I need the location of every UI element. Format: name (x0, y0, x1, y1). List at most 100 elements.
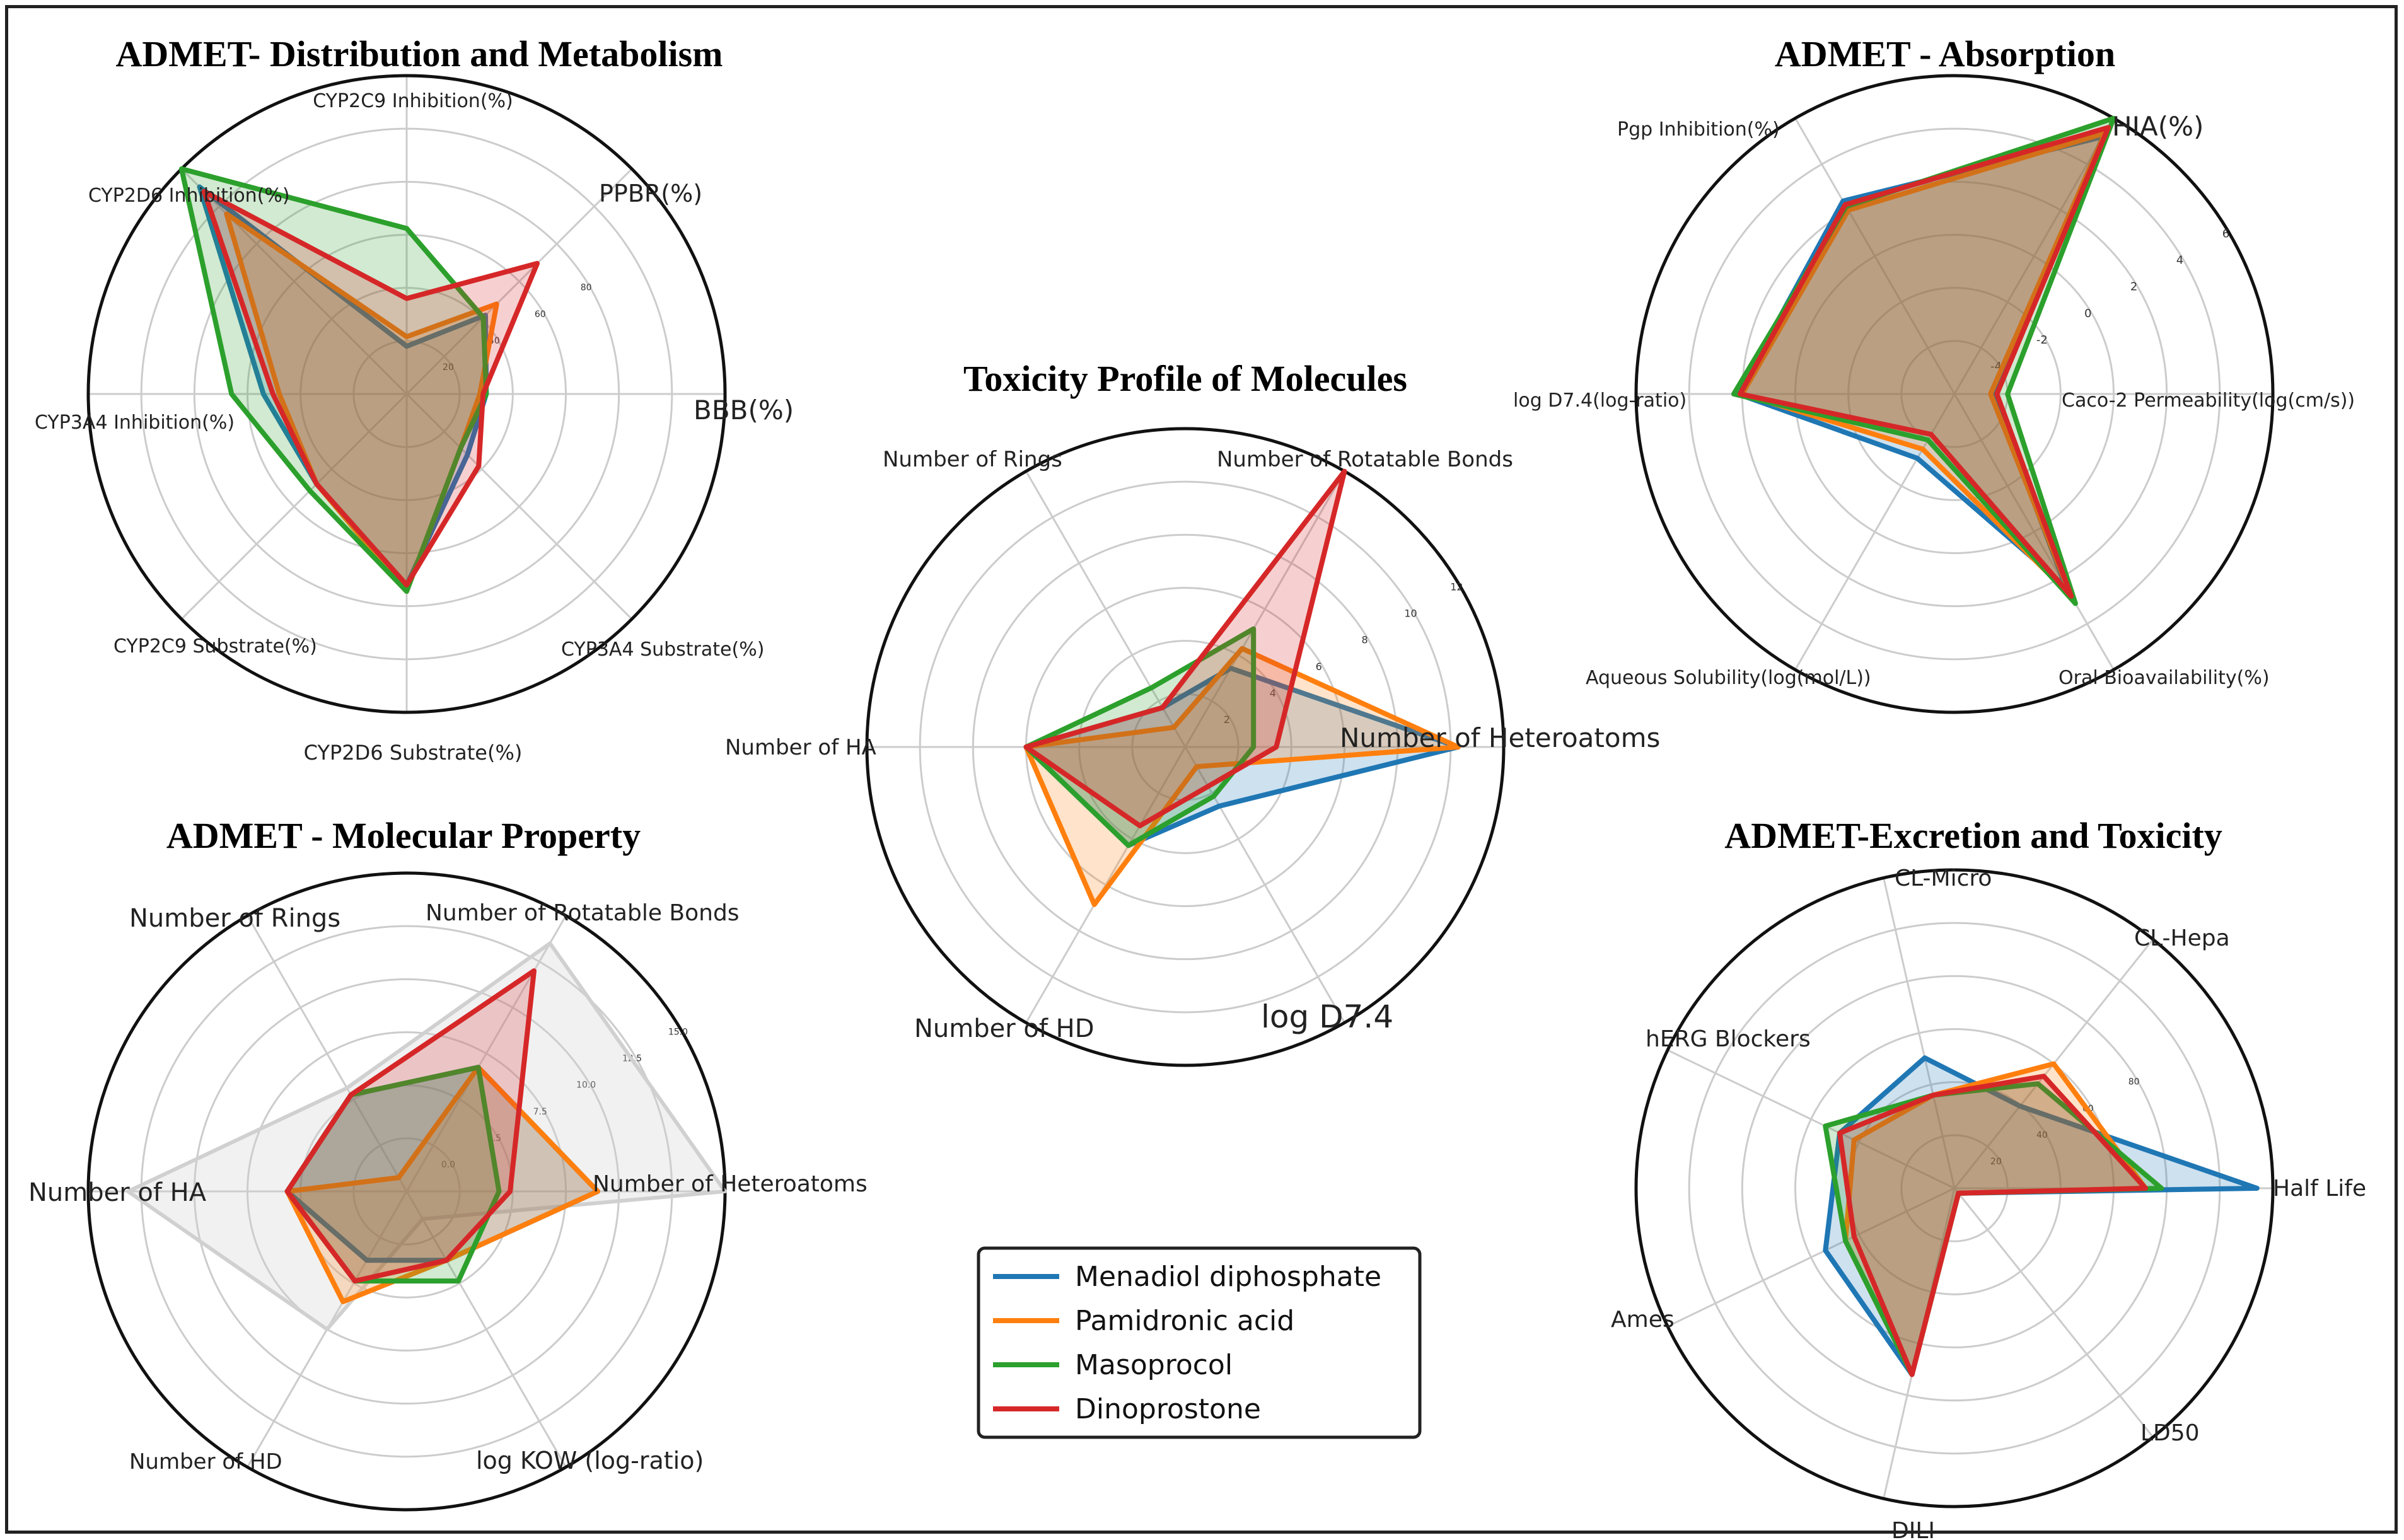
axis-label-ld50: LD50 (2140, 1420, 2200, 1446)
axis-label-bbb: BBB(%) (694, 395, 794, 426)
tick-label: 80 (2128, 1077, 2140, 1087)
tick-label: 12 (1450, 581, 1463, 593)
axis-spoke (1667, 1187, 1955, 1328)
series-fill-dinoprostone (1840, 1076, 2146, 1375)
axis-label-cyp2c9-substrate: CYP2C9 Substrate(%) (113, 635, 317, 657)
radar-chart-excretion-toxicity: ADMET-Excretion and Toxicity20406080Half… (1611, 815, 2366, 1540)
axis-label-ames: Ames (1611, 1307, 1675, 1333)
chart-title-tox: Toxicity Profile of Molecules (963, 358, 1407, 399)
axis-spoke (1184, 746, 1345, 1024)
series-line-dinoprostone (1837, 1074, 2148, 1377)
series-fill-dinoprostone (1026, 471, 1345, 826)
series-mol (126, 941, 727, 1331)
axis-label-ppbr: PPBR(%) (599, 180, 702, 207)
series-fill-pamidronic-acid (287, 1067, 598, 1302)
tick-label: 0.0 (441, 1160, 455, 1170)
series-line-reference-range (126, 941, 727, 1331)
tick-label: 2 (1224, 714, 1230, 726)
axis-label-number-of-heteroatoms: Number of Heteroatoms (1340, 722, 1660, 753)
axis-label-cyp2c9-inhibition: CYP2C9 Inhibition(%) (313, 90, 513, 112)
series-tox (1023, 468, 1461, 907)
axis-spoke (1953, 1188, 2154, 1438)
axis-spoke (180, 393, 408, 620)
tick-label: 20 (443, 362, 454, 373)
series-exc (1823, 1055, 2260, 1377)
series-line-masoprocol (1731, 115, 2117, 606)
outer-ring (865, 427, 1506, 1067)
tick-label: 4 (2176, 254, 2183, 267)
axis-spoke (1883, 877, 1956, 1189)
axis-label-number-of-ha: Number of HA (725, 735, 876, 760)
tick-label: 15.0 (668, 1028, 688, 1038)
series-fill-menadiol-diphosphate (1026, 668, 1458, 846)
series-fill-pamidronic-acid (1742, 133, 2105, 596)
legend-box (977, 1246, 1422, 1439)
series-line-dinoprostone (1738, 125, 2111, 599)
axis-label-cl-micro: CL-Micro (1895, 866, 1992, 891)
series-abs (1731, 115, 2117, 606)
axis-label-herg-blockers: hERG Blockers (1646, 1026, 1811, 1052)
axis-spoke (1025, 470, 1187, 748)
axis-label-log-d7-4: log D7.4 (1261, 999, 1393, 1035)
outer-ring (1634, 868, 2275, 1508)
tick-label: -2 (2036, 333, 2048, 347)
chart-title-exc: ADMET-Excretion and Toxicity (1724, 815, 2222, 856)
axis-label-pgp-inhibition: Pgp Inhibition(%) (1617, 119, 1780, 141)
axis-label-cyp2d6-substrate: CYP2D6 Substrate(%) (304, 741, 523, 765)
tick-label: 8 (1362, 634, 1368, 646)
series-fill-pamidronic-acid (226, 214, 497, 592)
legend-label-dinoprostone: Dinoprostone (1075, 1393, 1261, 1425)
outer-ring (1634, 74, 2275, 714)
outer-ring (86, 74, 727, 714)
axis-label-number-of-ha: Number of HA (28, 1178, 207, 1207)
axis-label-cyp3a4-inhibition: CYP3A4 Inhibition(%) (35, 412, 235, 434)
axis-label-number-of-hd: Number of HD (129, 1449, 282, 1474)
axis-spoke (1025, 746, 1187, 1024)
tick-label: 7.5 (533, 1107, 547, 1117)
series-fill-dinoprostone (204, 191, 538, 586)
series-dist (178, 166, 540, 594)
axis-label-caco-2-permeability-log-cm-s: Caco-2 Permeability(log(cm/s)) (2062, 390, 2355, 412)
axis-label-cyp2d6-inhibition: CYP2D6 Inhibition(%) (88, 185, 290, 207)
series-fill-menadiol-diphosphate (199, 187, 487, 585)
radar-chart-molecular-property: ADMET - Molecular Property0.02.57.510.01… (28, 815, 868, 1512)
series-line-menadiol-diphosphate (197, 184, 489, 588)
axis-spoke (1794, 117, 1956, 395)
axis-label-number-of-hd: Number of HD (914, 1014, 1095, 1043)
series-fill-menadiol-diphosphate (1738, 136, 2103, 588)
series-fill-dinoprostone (1740, 127, 2109, 596)
axis-label-oral-bioavailability: Oral Bioavailability(%) (2058, 667, 2270, 689)
tick-label: 10.0 (576, 1080, 596, 1091)
axis-spoke (1953, 393, 2115, 671)
chart-title-dist: ADMET- Distribution and Metabolism (115, 33, 723, 74)
legend-label-masoprocol: Masoprocol (1075, 1349, 1233, 1381)
tick-label: 4 (1270, 687, 1276, 699)
axis-label-cyp3a4-substrate: CYP3A4 Substrate(%) (561, 639, 764, 661)
series-fill-pamidronic-acid (1845, 1063, 2146, 1375)
axis-label-number-of-rotatable-bonds: Number of Rotatable Bonds (1217, 447, 1513, 472)
series-fill-masoprocol (1825, 1084, 2162, 1375)
axis-spoke (405, 1191, 567, 1468)
axis-label-log-d7-4-log-ratio: log D7.4(log-ratio) (1513, 390, 1687, 412)
tick-label: 40 (2036, 1130, 2048, 1140)
legend-label-pamidronic: Pamidronic acid (1075, 1305, 1294, 1337)
chart-title-mol: ADMET - Molecular Property (166, 815, 641, 856)
axis-spoke (180, 168, 408, 395)
axis-spoke (405, 168, 633, 395)
radar-chart-toxicity-profile: Toxicity Profile of Molecules 2 4 6 8 10 12 Num… (725, 358, 1660, 1067)
figure-frame (5, 5, 2398, 1534)
tick-label: 80 (581, 283, 592, 293)
series-fill-dinoprostone (287, 971, 534, 1282)
axis-spoke (1667, 1049, 1955, 1190)
tick-label: 6 (1316, 661, 1322, 673)
axis-label-half-life: Half Life (2273, 1176, 2366, 1201)
axis-label-aqueous-solubility-log-mol-l: Aqueous Solubility(log(mol/L)) (1586, 667, 1871, 689)
axis-label-number-of-rings: Number of Rings (129, 904, 340, 933)
legend: Menadiol diphosphate Pamidronic acid Mas… (977, 1246, 1422, 1439)
axis-label-number-of-rotatable-bonds: Number of Rotatable Bonds (426, 900, 740, 926)
series-fill-masoprocol (181, 168, 487, 592)
axis-spoke (1953, 117, 2115, 395)
